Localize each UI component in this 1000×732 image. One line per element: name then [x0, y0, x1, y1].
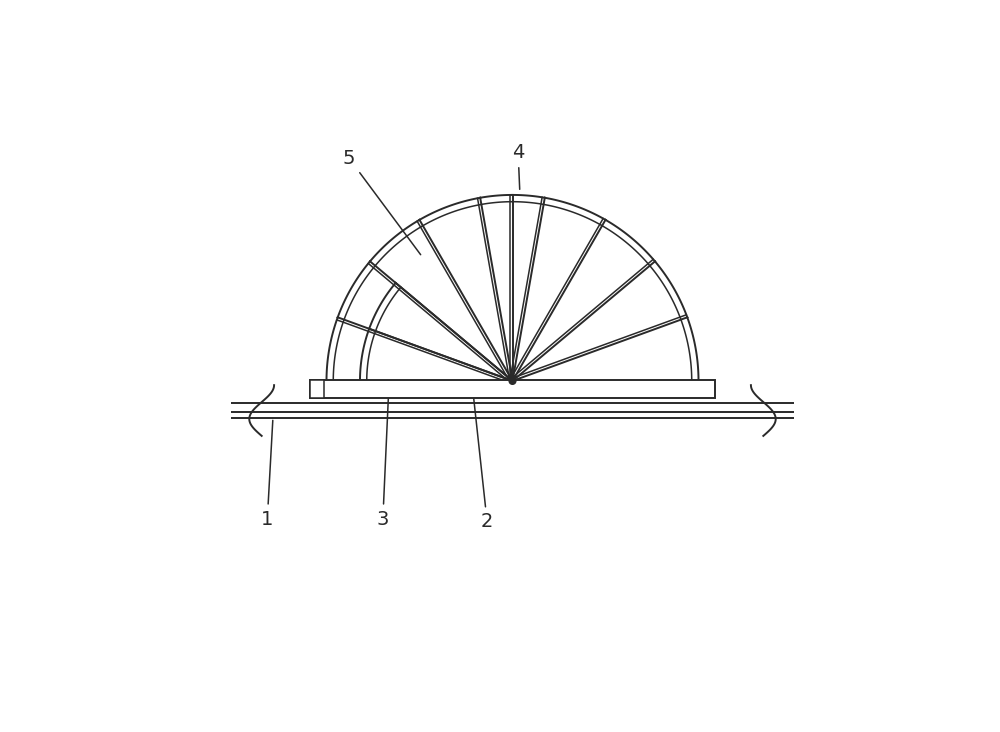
Circle shape	[509, 378, 516, 384]
Text: 4: 4	[512, 143, 524, 190]
Bar	[310, 380, 324, 398]
Text: 5: 5	[343, 149, 421, 255]
Text: 1: 1	[261, 420, 274, 529]
Bar	[310, 380, 715, 398]
Text: 3: 3	[377, 397, 389, 529]
Text: 2: 2	[473, 395, 493, 531]
